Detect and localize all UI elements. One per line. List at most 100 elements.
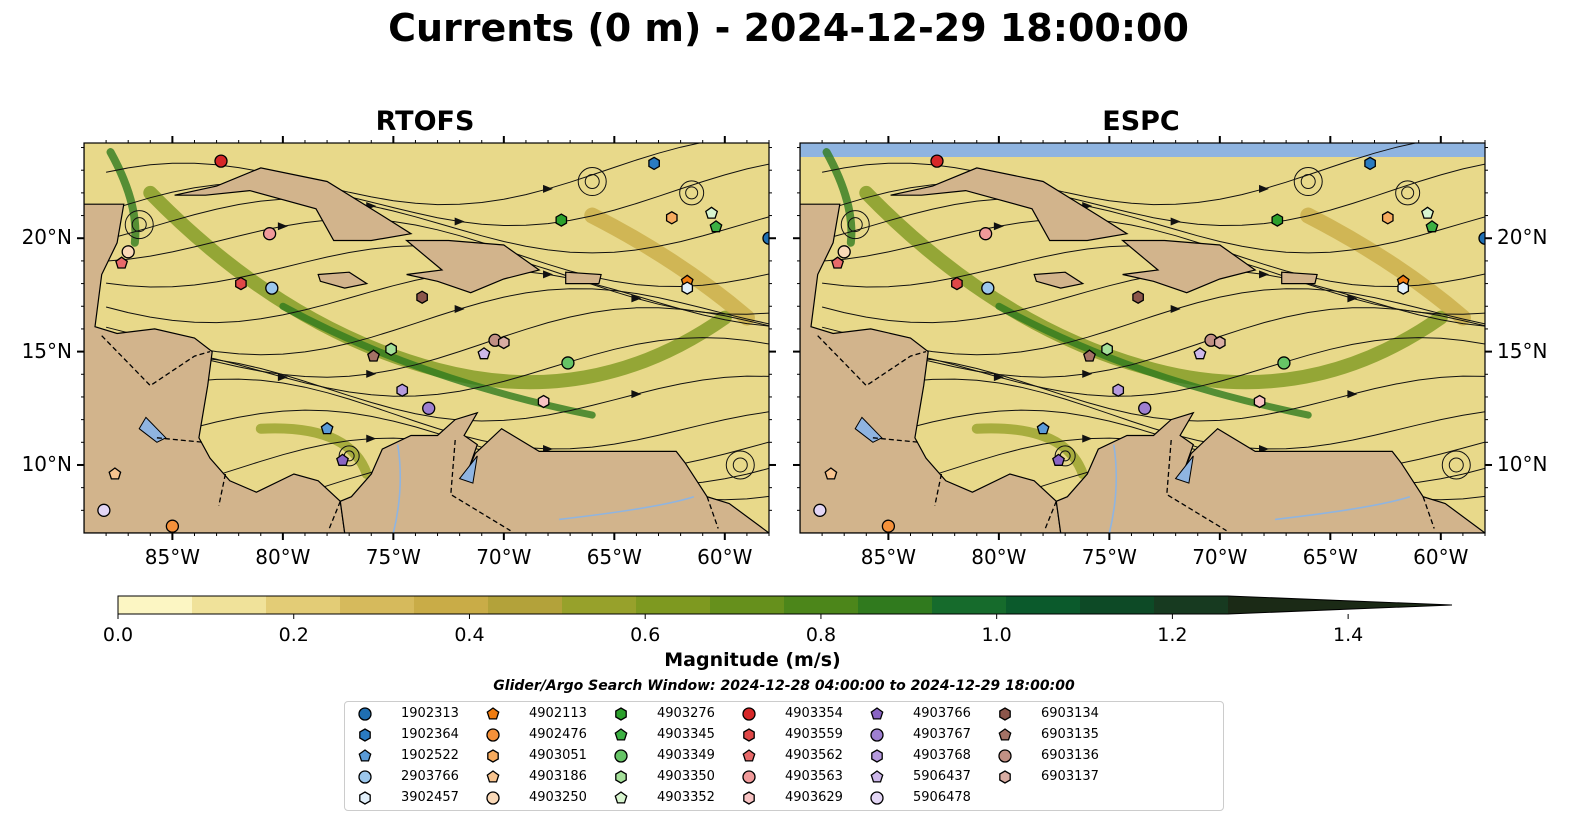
legend-label: 6903136 bbox=[1041, 748, 1099, 763]
colorbar-tick-label: 1.4 bbox=[1333, 624, 1364, 646]
float-4903563 bbox=[978, 227, 993, 241]
float-5906437 bbox=[1193, 347, 1207, 360]
river bbox=[392, 444, 402, 533]
eddy-streamline bbox=[1401, 186, 1415, 200]
float-4903250 bbox=[121, 245, 135, 259]
pentagon-marker-icon bbox=[870, 707, 884, 720]
map-frame bbox=[799, 142, 1486, 534]
colorbar-extend bbox=[1228, 596, 1452, 614]
streamline-arrow bbox=[277, 373, 288, 382]
eddy-streamline bbox=[1293, 167, 1323, 197]
legend-label: 3902457 bbox=[401, 790, 459, 805]
streamline-arrow bbox=[1259, 270, 1270, 279]
float-4903562 bbox=[115, 256, 129, 269]
float-4903354 bbox=[930, 154, 944, 168]
lat-tick-label-left: 10°N bbox=[21, 451, 72, 476]
colorbar-segment bbox=[858, 596, 933, 614]
eddy-streamline bbox=[1054, 445, 1076, 467]
legend-label: 5906437 bbox=[913, 769, 971, 784]
float-6903135 bbox=[1083, 349, 1096, 362]
land bbox=[1281, 271, 1318, 285]
eddy-streamline bbox=[725, 450, 755, 480]
legend-label: 6903134 bbox=[1041, 706, 1099, 721]
panel-title-espc: ESPC bbox=[1102, 106, 1180, 137]
colorbar-label: Magnitude (m/s) bbox=[664, 649, 841, 671]
float-1902313 bbox=[1478, 231, 1485, 245]
hexagon-marker-icon bbox=[615, 770, 627, 784]
land bbox=[404, 239, 541, 294]
lake bbox=[1174, 455, 1194, 484]
float-4903563 bbox=[262, 227, 277, 241]
legend-label: 4903349 bbox=[657, 748, 715, 763]
float-5906478 bbox=[813, 503, 827, 517]
streamline-arrow bbox=[543, 270, 554, 279]
streamline bbox=[821, 378, 1485, 450]
land bbox=[565, 271, 602, 285]
colorbar-segment bbox=[414, 596, 489, 614]
float-6903137 bbox=[1213, 335, 1226, 350]
land bbox=[174, 167, 413, 242]
streamline-arrow bbox=[543, 184, 554, 193]
colorbar-segment bbox=[1154, 596, 1229, 614]
current-band bbox=[859, 185, 1448, 390]
pentagon-marker-icon bbox=[870, 770, 884, 783]
eddy-streamline bbox=[679, 180, 705, 206]
float-4903345 bbox=[1425, 220, 1439, 233]
streamline-arrow bbox=[1347, 294, 1358, 303]
colorbar-outline bbox=[117, 595, 1453, 615]
country-border bbox=[1422, 496, 1435, 529]
lake bbox=[458, 455, 478, 484]
legend: 1902313 1902364 1902522 2903766 3902457 49021… bbox=[344, 701, 1224, 811]
river bbox=[1274, 495, 1411, 521]
country-border bbox=[934, 473, 943, 506]
lon-tick-label: 65°W bbox=[586, 545, 642, 569]
colorbar-segment bbox=[636, 596, 711, 614]
pentagon-marker-icon bbox=[486, 770, 500, 783]
colorbar-tick-label: 0.4 bbox=[454, 624, 485, 646]
land bbox=[1033, 271, 1085, 289]
lat-tick-label-right: 15°N bbox=[1497, 338, 1548, 363]
land bbox=[890, 167, 1129, 242]
float-1902522 bbox=[320, 421, 334, 435]
legend-label: 4903629 bbox=[785, 790, 843, 805]
hexagon-marker-icon bbox=[999, 707, 1011, 721]
lat-tick-label-right: 10°N bbox=[1497, 451, 1548, 476]
panel-title-rtofs: RTOFS bbox=[375, 106, 475, 137]
main-title: Currents (0 m) - 2024-12-29 18:00:00 bbox=[388, 6, 1189, 50]
lon-tick-label: 85°W bbox=[860, 545, 916, 569]
float-4903276 bbox=[1271, 213, 1284, 227]
streamline-arrow bbox=[277, 222, 288, 231]
pentagon-marker-icon bbox=[614, 728, 628, 741]
colorbar-segment bbox=[1006, 596, 1081, 614]
legend-label: 4902476 bbox=[529, 727, 587, 742]
colorbar-segment bbox=[784, 596, 859, 614]
current-band bbox=[822, 148, 856, 247]
current-band bbox=[255, 423, 372, 480]
circle-marker-icon bbox=[358, 770, 372, 784]
hexagon-marker-icon bbox=[743, 791, 755, 805]
legend-label: 5906478 bbox=[913, 790, 971, 805]
search-window-caption: Glider/Argo Search Window: 2024-12-28 04… bbox=[493, 678, 1075, 694]
legend-label: 1902522 bbox=[401, 748, 459, 763]
circle-marker-icon bbox=[742, 770, 756, 784]
river bbox=[1108, 444, 1118, 533]
float-1902364 bbox=[1364, 156, 1376, 171]
colorbar-segments bbox=[118, 596, 1452, 614]
circle-marker-icon bbox=[614, 749, 628, 763]
hexagon-marker-icon bbox=[999, 770, 1011, 784]
float-2903766 bbox=[981, 281, 995, 295]
circle-marker-icon bbox=[870, 791, 884, 805]
circle-marker-icon bbox=[742, 707, 756, 721]
legend-label: 4903186 bbox=[529, 769, 587, 784]
streamline-arrow bbox=[631, 390, 642, 399]
float-1902364 bbox=[648, 156, 660, 171]
float-4903350 bbox=[385, 342, 397, 357]
country-border bbox=[1044, 501, 1057, 529]
colorbar-segment bbox=[1080, 596, 1155, 614]
float-4903354 bbox=[214, 154, 228, 168]
legend-label: 4903766 bbox=[913, 706, 971, 721]
streamline bbox=[105, 288, 769, 356]
streamlines bbox=[821, 143, 1485, 531]
country-border bbox=[101, 335, 211, 387]
lon-tick-label: 70°W bbox=[1192, 545, 1248, 569]
